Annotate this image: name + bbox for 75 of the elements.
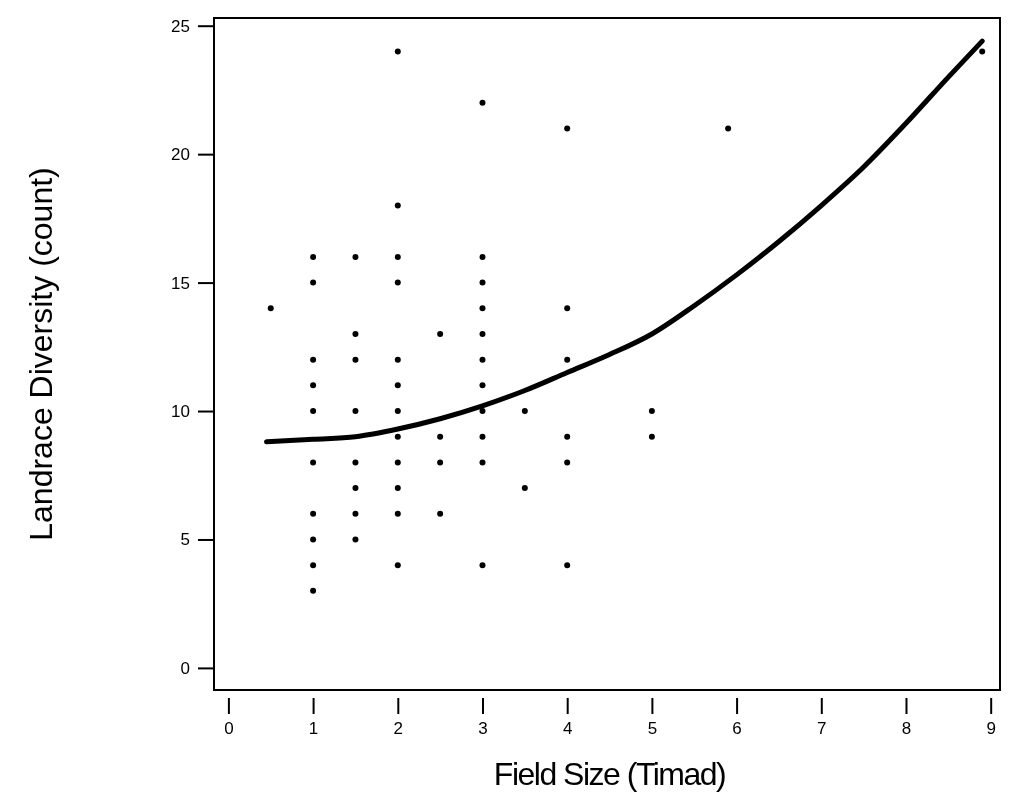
point xyxy=(394,562,401,569)
point xyxy=(394,459,401,466)
x-tick-label: 9 xyxy=(986,719,996,739)
point xyxy=(564,459,571,466)
y-axis-title: Landrace Diversity (count) xyxy=(23,167,59,541)
point xyxy=(310,382,317,389)
y-tick-label: 5 xyxy=(180,530,190,550)
y-tick-label: 25 xyxy=(171,16,190,36)
point xyxy=(352,408,359,415)
point xyxy=(352,330,359,337)
point xyxy=(479,330,486,337)
point xyxy=(310,356,317,363)
point xyxy=(479,562,486,569)
y-tick-label: 20 xyxy=(171,145,190,165)
point xyxy=(352,536,359,543)
x-tick-label: 1 xyxy=(308,719,319,739)
point xyxy=(437,510,444,517)
y-tick-label: 0 xyxy=(180,658,190,678)
point xyxy=(725,125,732,132)
point xyxy=(394,48,401,55)
point xyxy=(479,279,486,286)
x-tick-label: 2 xyxy=(393,719,404,739)
point xyxy=(479,253,486,260)
point xyxy=(394,485,401,492)
point xyxy=(310,562,317,569)
point xyxy=(564,125,571,132)
point xyxy=(310,459,317,466)
point xyxy=(564,433,571,440)
point xyxy=(394,382,401,389)
point xyxy=(479,433,486,440)
point xyxy=(352,459,359,466)
point xyxy=(267,305,274,312)
point xyxy=(352,356,359,363)
point xyxy=(310,408,317,415)
point xyxy=(310,510,317,517)
point xyxy=(979,48,986,55)
point xyxy=(352,485,359,492)
point xyxy=(352,253,359,260)
point xyxy=(564,305,571,312)
point xyxy=(394,356,401,363)
point xyxy=(394,433,401,440)
point xyxy=(521,485,528,492)
point xyxy=(479,382,486,389)
point xyxy=(564,356,571,363)
point xyxy=(521,408,528,415)
point xyxy=(352,510,359,517)
x-tick-label: 5 xyxy=(647,719,658,739)
point xyxy=(479,459,486,466)
point xyxy=(394,279,401,286)
point xyxy=(310,536,317,543)
x-tick-label: 8 xyxy=(901,719,912,739)
point xyxy=(394,408,401,415)
point xyxy=(310,279,317,286)
point xyxy=(437,433,444,440)
point xyxy=(479,305,486,312)
y-tick-label: 15 xyxy=(171,273,190,293)
x-tick-label: 3 xyxy=(478,719,488,739)
point xyxy=(648,408,655,415)
x-tick-label: 0 xyxy=(224,719,234,739)
point xyxy=(648,433,655,440)
point xyxy=(564,562,571,569)
point xyxy=(310,253,317,260)
point xyxy=(394,510,401,517)
point xyxy=(310,587,317,594)
point xyxy=(479,99,486,106)
point xyxy=(437,459,444,466)
y-tick-label: 10 xyxy=(171,401,190,421)
point xyxy=(437,330,444,337)
x-tick-label: 4 xyxy=(562,719,573,739)
x-tick-label: 7 xyxy=(817,719,827,739)
x-tick-label: 6 xyxy=(732,719,742,739)
x-axis-title: Field Size (Timad) xyxy=(493,756,726,792)
point xyxy=(394,202,401,209)
point xyxy=(479,356,486,363)
point xyxy=(394,253,401,260)
